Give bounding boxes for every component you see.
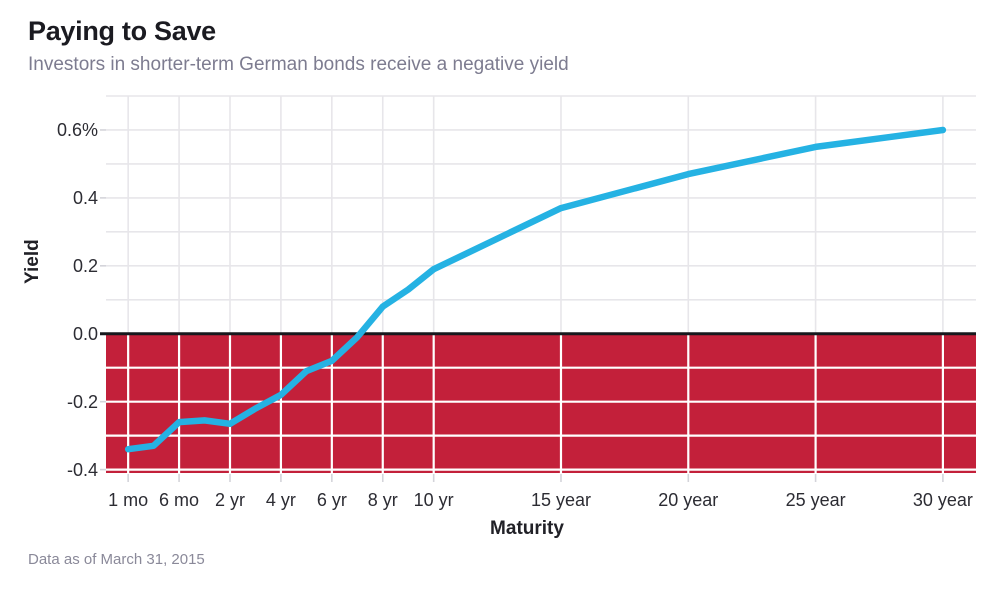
x-axis-title: Maturity — [490, 518, 564, 539]
y-tick-label: -0.4 — [66, 459, 98, 480]
chart-subtitle: Investors in shorter-term German bonds r… — [28, 54, 569, 75]
y-tick-label: 0.4 — [72, 187, 98, 208]
x-tick-label: 1 mo — [108, 490, 149, 510]
y-tick-label: 0.2 — [72, 255, 98, 276]
x-tick-label: 4 yr — [265, 490, 296, 510]
x-tick-label: 25 year — [785, 490, 846, 510]
y-tick-label: 0.0 — [72, 323, 98, 344]
x-tick-label: 6 yr — [316, 490, 347, 510]
x-tick-label: 6 mo — [159, 490, 200, 510]
x-tick-label: 30 year — [912, 490, 973, 510]
y-tick-label: 0.6% — [56, 119, 98, 140]
data-source-note: Data as of March 31, 2015 — [28, 551, 205, 568]
x-tick-label: 2 yr — [214, 490, 245, 510]
x-tick-label: 20 year — [658, 490, 719, 510]
y-tick-label: -0.2 — [66, 391, 98, 412]
page-title: Paying to Save — [28, 16, 216, 46]
x-tick-label: 10 yr — [413, 490, 454, 510]
x-tick-label: 15 year — [530, 490, 591, 510]
x-tick-label: 8 yr — [367, 490, 398, 510]
